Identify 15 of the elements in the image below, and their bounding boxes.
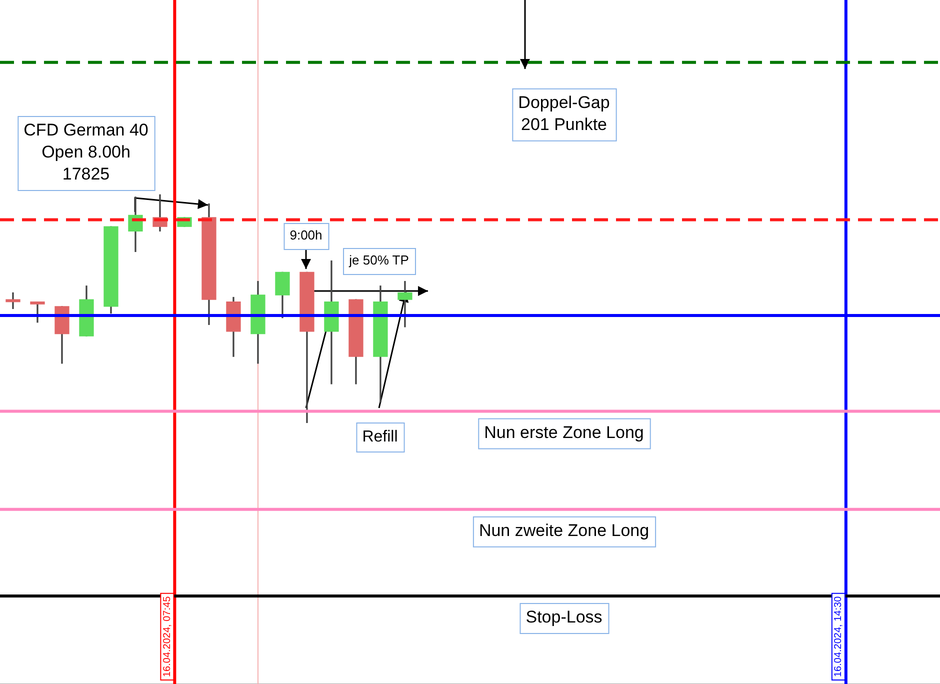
annotation: 9:00h xyxy=(290,228,322,243)
text: Refill xyxy=(362,428,398,446)
annotation: je 50% TP xyxy=(348,252,409,268)
ref-line-label: Doppel-Gap 201 Punkte xyxy=(518,93,610,134)
candlestick xyxy=(226,296,241,357)
ref-line-label: Nun zweite Zone Long xyxy=(478,521,650,540)
text: 16.04.2024, 14:30 xyxy=(833,596,844,677)
ref-line-label: Nun erste Zone Long xyxy=(484,422,644,442)
candlestick xyxy=(250,280,266,364)
candlestick xyxy=(373,286,388,402)
text: CFD German 40 Open 8.00h 17825 xyxy=(24,120,148,184)
candlestick xyxy=(6,292,20,310)
ref-line-label: Stop-Loss xyxy=(526,608,602,627)
candlestick xyxy=(202,203,216,325)
text: 16.04.2024, 07:45 xyxy=(162,596,173,677)
